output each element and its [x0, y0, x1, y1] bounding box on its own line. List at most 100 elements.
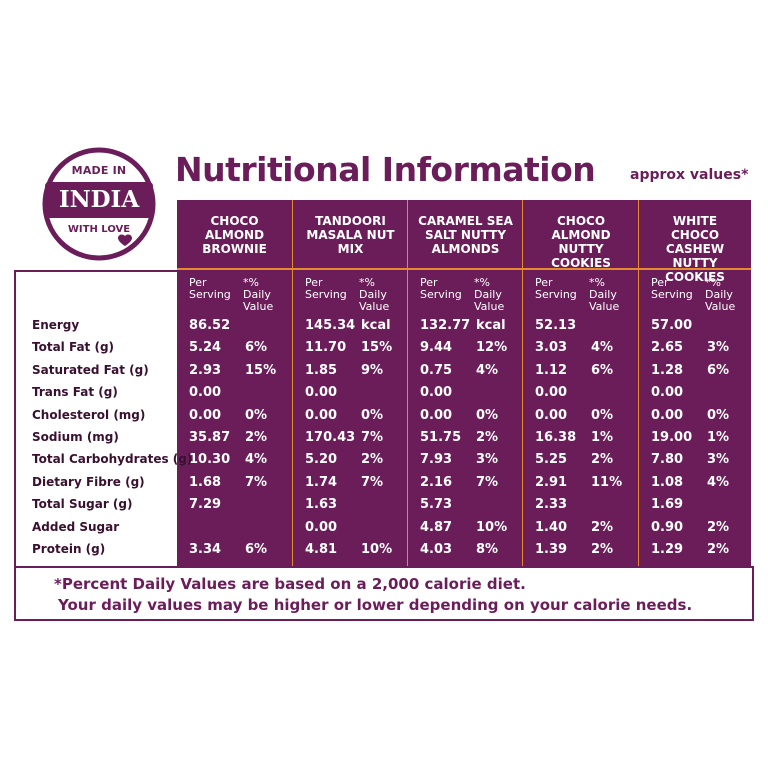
badge-logo — [42, 147, 156, 261]
per-serving-value: 0.00 — [305, 519, 338, 535]
daily-value-percent: 7% — [361, 430, 384, 445]
per-serving-value: 1.08 — [651, 474, 684, 490]
per-serving-value: 52.13 — [535, 318, 577, 333]
per-serving-value: 1.74 — [305, 474, 338, 490]
daily-value-percent: 0% — [591, 407, 614, 423]
daily-value-percent: 1% — [707, 430, 730, 445]
per-serving-heading: Per Serving — [420, 276, 462, 301]
row-labels-column — [14, 270, 179, 568]
nutrition-table: CHOCO ALMOND BROWNIE Per Serving *% Daily … — [14, 200, 754, 621]
per-serving-value: 1.29 — [651, 542, 684, 557]
daily-value-heading: *% Daily Value — [359, 276, 390, 313]
daily-value-heading: *% Daily Value — [243, 276, 274, 313]
per-serving-value: 145.34 — [305, 318, 356, 333]
footnote-line-2: Your daily values may be higher or lower… — [58, 596, 693, 614]
per-serving-value: 0.00 — [305, 407, 338, 423]
per-serving-value: 7.29 — [189, 497, 222, 513]
daily-value-percent: 2% — [707, 519, 730, 535]
per-serving-value: 4.81 — [305, 542, 338, 557]
daily-value-percent: 3% — [707, 340, 730, 356]
product-name: CHOCO ALMOND NUTTY COOKIES — [551, 214, 611, 270]
per-serving-heading: Per Serving — [189, 276, 231, 301]
daily-value-percent: 9% — [361, 362, 384, 378]
daily-value-percent: kcal — [476, 318, 506, 333]
footnote-line-1: *Percent Daily Values are based on a 2,0… — [54, 575, 526, 593]
per-serving-value: 4.87 — [420, 519, 453, 535]
per-serving-value: 1.28 — [651, 362, 684, 378]
per-serving-value: 1.63 — [305, 497, 338, 513]
per-serving-value: 170.43 — [305, 430, 356, 445]
per-serving-value: 132.77 — [420, 318, 471, 333]
per-serving-value: 0.90 — [651, 519, 684, 535]
per-serving-value: 3.03 — [535, 340, 568, 356]
product-name: TANDOORI MASALA NUT MIX — [306, 214, 395, 256]
per-serving-value: 0.00 — [651, 385, 684, 401]
daily-value-percent: 4% — [707, 474, 730, 490]
daily-value-percent: 11% — [591, 474, 623, 490]
nutrient-label: Total Carbohydrates (g) — [32, 452, 193, 467]
per-serving-value: 0.00 — [535, 407, 568, 423]
nutrient-label: Trans Fat (g) — [32, 385, 118, 400]
daily-value-percent: 2% — [591, 452, 614, 468]
header-divider — [523, 268, 639, 270]
daily-value-percent: 3% — [476, 452, 499, 468]
daily-value-percent: 15% — [361, 340, 393, 356]
product-name: CHOCO ALMOND BROWNIE — [202, 214, 267, 256]
per-serving-heading: Per Serving — [651, 276, 693, 301]
per-serving-value: 2.91 — [535, 474, 568, 490]
per-serving-value: 11.70 — [305, 340, 347, 356]
per-serving-value: 2.93 — [189, 362, 222, 378]
per-serving-heading: Per Serving — [535, 276, 577, 301]
daily-value-percent: 8% — [476, 542, 499, 557]
product-column: CARAMEL SEA SALT NUTTY ALMONDS Per Servin… — [407, 200, 523, 566]
per-serving-value: 10.30 — [189, 452, 231, 468]
daily-value-percent: 7% — [476, 474, 499, 490]
product-column: CHOCO ALMOND NUTTY COOKIES Per Serving *% … — [522, 200, 639, 566]
daily-value-percent: 7% — [245, 474, 268, 490]
daily-value-percent: 2% — [476, 430, 499, 445]
per-serving-value: 1.68 — [189, 474, 222, 490]
daily-value-percent: 2% — [591, 519, 614, 535]
per-serving-value: 2.16 — [420, 474, 453, 490]
per-serving-value: 0.00 — [420, 385, 453, 401]
nutrient-label: Energy — [32, 318, 80, 332]
daily-value-percent: 2% — [591, 542, 614, 557]
daily-value-percent: 2% — [707, 542, 730, 557]
header-divider — [639, 268, 751, 270]
nutrient-label: Added Sugar — [32, 519, 120, 534]
daily-value-percent: 2% — [361, 452, 384, 468]
per-serving-value: 5.73 — [420, 497, 453, 513]
product-name: WHITE CHOCO CASHEW NUTTY COOKIES — [665, 214, 725, 284]
nutrient-label: Sodium (mg) — [32, 430, 119, 444]
per-serving-value: 86.52 — [189, 318, 231, 333]
daily-value-percent: 4% — [591, 340, 614, 356]
product-column: TANDOORI MASALA NUT MIX Per Serving *% Dai… — [292, 200, 408, 566]
product-name: CARAMEL SEA SALT NUTTY ALMONDS — [418, 214, 513, 256]
daily-value-heading: *% Daily Value — [474, 276, 505, 313]
per-serving-value: 1.69 — [651, 497, 684, 513]
per-serving-value: 1.39 — [535, 542, 568, 557]
per-serving-value: 0.00 — [305, 385, 338, 401]
per-serving-value: 4.03 — [420, 542, 453, 557]
per-serving-value: 7.80 — [651, 452, 684, 468]
per-serving-value: 5.24 — [189, 340, 222, 356]
daily-value-percent: 6% — [707, 362, 730, 378]
per-serving-value: 57.00 — [651, 318, 693, 333]
daily-value-percent: 10% — [476, 519, 508, 535]
nutrient-label: Dietary Fibre (g) — [32, 474, 145, 489]
per-serving-value: 35.87 — [189, 430, 231, 445]
daily-value-percent: 6% — [245, 340, 268, 356]
nutrient-label: Saturated Fat (g) — [32, 362, 149, 377]
badge-bottom-text: WITH LOVE — [67, 224, 131, 235]
daily-value-percent: 1% — [591, 430, 614, 445]
daily-value-percent: 6% — [245, 542, 268, 557]
per-serving-value: 0.00 — [535, 385, 568, 401]
daily-value-percent: 0% — [245, 407, 268, 423]
product-column: WHITE CHOCO CASHEW NUTTY COOKIES Per Serv… — [638, 200, 751, 566]
per-serving-value: 1.40 — [535, 519, 568, 535]
daily-value-percent: 6% — [591, 362, 614, 378]
per-serving-value: 0.00 — [420, 407, 453, 423]
daily-value-percent: 0% — [476, 407, 499, 423]
per-serving-value: 19.00 — [651, 430, 693, 445]
per-serving-value: 0.75 — [420, 362, 453, 378]
